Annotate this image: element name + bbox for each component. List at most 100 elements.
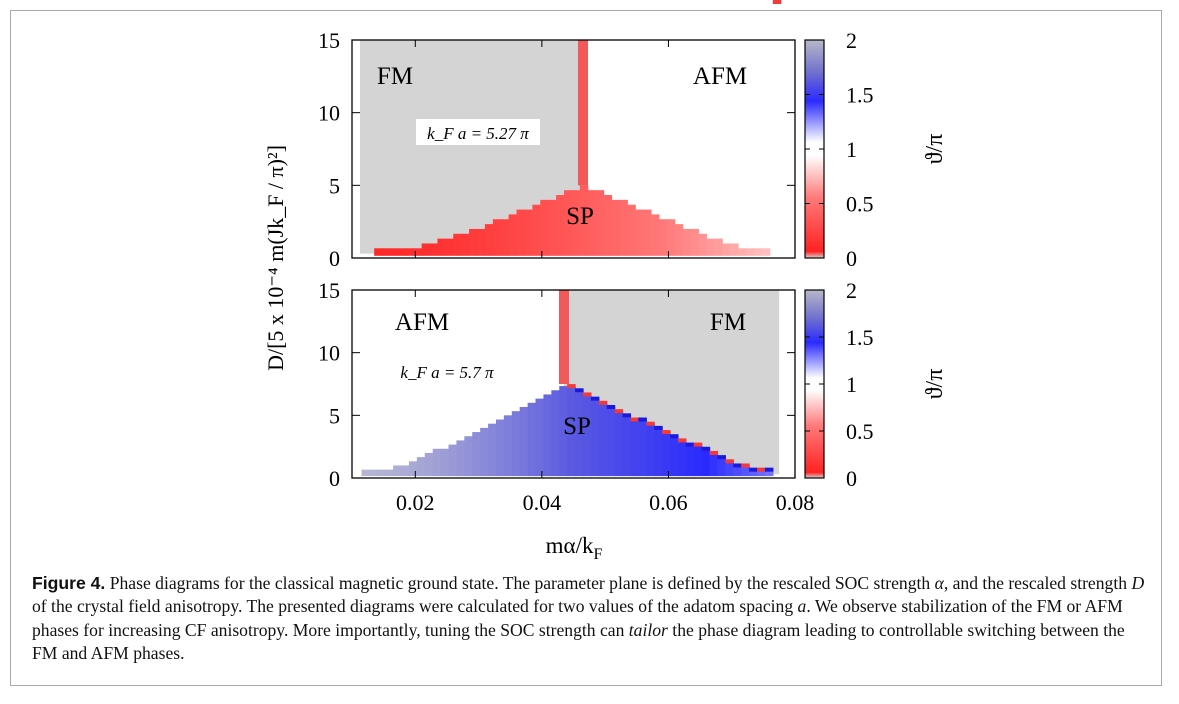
caption-text: the phase diagram leading to controllabl… [32,619,1125,664]
sp-edge-cell [670,434,679,439]
sp-cell [635,209,644,256]
sp-cell [761,248,771,256]
y-tick-label: 15 [318,28,340,53]
sp-cell [551,390,560,477]
y-tick-label: 5 [329,173,340,198]
sp-cell [714,238,723,256]
sp-edge-cell [749,467,758,472]
sp-cell [500,219,510,256]
sp-cell [741,465,750,477]
sp-cell [627,204,636,256]
caption-label: Figure 4. [32,573,106,593]
colorbar-tick-label: 2 [846,278,857,303]
sp-edge-cell [701,446,711,451]
sp-edge-cell [717,455,726,460]
colorbar-label: ϑ/π [922,134,948,165]
top-phase-panel: 0 5 10 15 FM AFM SP k_F a = 5.27 π 0 0.5 1 1.5 2 ϑ/π [318,28,948,271]
colorbar-tick-label: 2 [846,28,857,53]
sp-cell [666,219,676,256]
sp-cell [548,199,557,256]
sp-cell [730,243,739,256]
sp-cell [464,436,473,477]
sp-cell [643,209,652,256]
sp-cell [440,448,450,477]
kfa-annotation: k_F a = 5.7 π [400,363,494,382]
sp-cell [677,440,687,477]
sp-cell [603,195,613,256]
sp-cell [361,469,371,477]
sp-cell [690,228,700,256]
sp-cell [611,199,620,256]
sp-cell [385,469,394,477]
sp-edge-cell [733,463,742,468]
x-tick-label: 0.06 [649,490,688,515]
sp-edge-cell [709,450,719,455]
sp-cell [397,248,407,256]
sp-cell [654,427,663,477]
sp-cell [389,248,399,256]
x-tick-label: 0.02 [396,490,435,515]
sp-cell [445,238,454,256]
colorbar-tick-label: 0.5 [846,419,874,444]
colorbar-tick-label: 0 [846,246,857,271]
sp-cell [674,224,684,256]
sp-cell [701,448,711,477]
sp-edge-cell [630,417,639,422]
colorbar-tick-label: 1 [846,137,857,162]
sp-edge-cell [582,392,592,397]
sp-cell [461,233,470,256]
sp-edge-cell [590,396,600,401]
phase-boundary-line [559,290,570,384]
sp-edge-cell [764,467,774,472]
sp-cell [658,219,668,256]
plot-frame [351,289,796,479]
sp-cell [725,461,734,477]
caption-text: . We observe stabilization of the FM or … [32,596,1123,640]
sp-cell [405,248,415,256]
sp-cell [733,465,742,477]
sp-edge-cell [772,0,782,4]
sp-cell [706,238,715,256]
figure-caption: Figure 4. Phase diagrams for the classic… [32,572,1152,666]
sp-cell [556,195,565,256]
sp-cell [495,419,505,477]
sp-cell [535,398,545,477]
sp-cell [393,465,402,477]
sp-edge-cell [567,384,576,389]
sp-edge-cell [638,417,647,422]
colorbar-tick-label: 1.5 [846,325,874,350]
sp-cell [543,394,552,477]
caption-alpha: α [934,573,944,593]
sp-cell [662,432,671,477]
sp-cell [646,423,655,477]
sp-cell [516,209,526,256]
y-tick-label: 10 [318,101,340,126]
sp-cell [416,457,426,477]
caption-d: D [1131,573,1145,593]
phase-boundary-line [577,40,588,186]
sp-edge-cell [575,388,584,393]
caption-text: Phase diagrams for the classical magneti… [105,573,935,593]
sp-cell [456,440,465,477]
sp-cell [749,469,758,477]
sp-cell [571,190,581,256]
x-axis-label: mα/kF [546,533,603,560]
phase-label-right: FM [710,309,746,336]
colorbar-tick-label: 1.5 [846,83,874,108]
sp-cell [595,190,605,256]
phase-label-left: AFM [395,309,449,336]
sp-edge-cell [725,459,734,464]
sp-cell [738,248,747,256]
phase-label-sp: SP [563,413,591,440]
sp-cell [429,243,439,256]
kfa-annotation: k_F a = 5.27 π [427,124,529,143]
x-axis-label-main: mα/k [546,533,594,558]
sp-cell [598,402,608,477]
x-tick-label: 0.04 [523,490,562,515]
y-tick-label: 0 [329,246,340,271]
sp-cell [722,243,731,256]
caption-a: a [797,596,807,617]
sp-cell [532,204,541,256]
sp-cell [401,465,410,477]
